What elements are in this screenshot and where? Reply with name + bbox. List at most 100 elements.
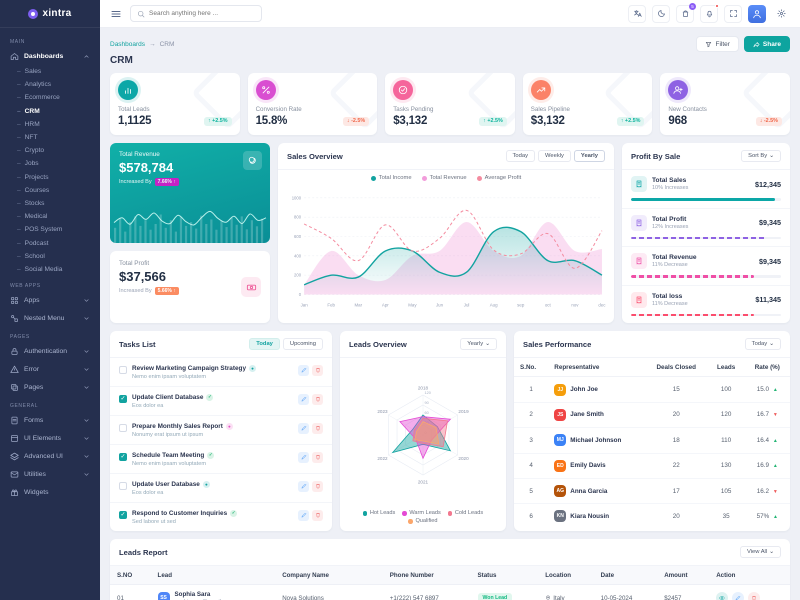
cart-badge: 5	[689, 2, 696, 10]
task-checkbox[interactable]: ✓	[119, 394, 127, 403]
breadcrumb-dashboards[interactable]: Dashboards	[110, 40, 146, 48]
sidebar-item-label: Nested Menu	[24, 314, 65, 322]
sidebar-item-social-media[interactable]: – Social Media	[0, 263, 100, 276]
edit-task-button[interactable]	[298, 393, 309, 405]
svg-text:sep: sep	[517, 303, 525, 308]
sidebar-item-pos-system[interactable]: – POS System	[0, 223, 100, 236]
edit-task-button[interactable]	[298, 422, 309, 434]
sidebar-item-crm[interactable]: – CRM	[0, 105, 100, 118]
view-all-dropdown[interactable]: View All ⌄	[739, 546, 781, 559]
sidebar-item-forms[interactable]: Forms	[0, 411, 100, 429]
task-checkbox[interactable]: ✓	[119, 452, 127, 461]
task-checkbox[interactable]: ✓	[119, 510, 127, 519]
tab-today[interactable]: Today	[249, 338, 280, 351]
sidebar-item-analytics[interactable]: – Analytics	[0, 78, 100, 91]
edit-task-button[interactable]	[298, 509, 309, 521]
sidebar-item-error[interactable]: Error	[0, 360, 100, 378]
tab-weekly[interactable]: Weekly	[538, 150, 571, 162]
tab-yearly[interactable]: Yearly	[573, 150, 605, 162]
sidebar-item-school[interactable]: – School	[0, 250, 100, 263]
cart-icon[interactable]: 5	[676, 2, 696, 23]
dark-mode-moon-icon[interactable]	[652, 4, 670, 23]
search-input[interactable]	[149, 10, 255, 17]
sidebar-item-stocks[interactable]: – Stocks	[0, 197, 100, 210]
fullscreen-icon[interactable]	[724, 4, 742, 23]
task-row: Prepare Monthly Sales Report ● Nonumy era…	[110, 416, 332, 446]
kpi-card-total-leads: Total Leads 1,1125 ↑ +2.5%	[110, 73, 240, 135]
sidebar-item-widgets[interactable]: Widgets	[0, 483, 100, 501]
sidebar-item-nft[interactable]: – NFT	[0, 131, 100, 144]
sidebar-item-nested-menu[interactable]: Nested Menu	[0, 309, 100, 327]
breadcrumb-separator: →	[149, 40, 156, 48]
delete-task-button[interactable]	[312, 509, 323, 521]
edit-task-button[interactable]	[298, 480, 309, 492]
delete-task-button[interactable]	[312, 364, 323, 376]
task-title: Update Client Database ✓	[132, 393, 214, 401]
dash-icon: –	[17, 68, 21, 76]
box-icon	[10, 434, 19, 443]
sidebar-item-advanced-ui[interactable]: Advanced UI	[0, 447, 100, 465]
sidebar-item-sales[interactable]: – Sales	[0, 65, 100, 78]
sidebar-item-pages[interactable]: Pages	[0, 378, 100, 396]
view-lead-button[interactable]	[716, 592, 729, 600]
edit-task-button[interactable]	[298, 364, 309, 376]
delete-task-button[interactable]	[312, 422, 323, 434]
sidebar-item-courses[interactable]: – Courses	[0, 184, 100, 197]
sort-by-dropdown[interactable]: Sort By ⌄	[741, 150, 781, 162]
settings-gear-icon[interactable]	[772, 4, 790, 23]
user-avatar[interactable]	[748, 4, 766, 23]
edit-task-button[interactable]	[298, 451, 309, 463]
legend-item: Average Profit	[476, 175, 521, 181]
tab-upcoming[interactable]: Upcoming	[282, 338, 323, 351]
sidebar-item-label: Error	[24, 365, 40, 373]
sidebar-subitem-label: Social Media	[24, 265, 63, 273]
sales-performance-dropdown[interactable]: Today ⌄	[744, 338, 781, 351]
delete-task-button[interactable]	[312, 480, 323, 492]
sidebar-subitem-label: NFT	[24, 134, 38, 142]
brand-logo[interactable]: xintra	[0, 0, 100, 28]
sidebar-item-jobs[interactable]: – Jobs	[0, 157, 100, 170]
cell-date: 10-05-2024	[593, 584, 658, 600]
dash-icon: –	[17, 199, 21, 207]
sidebar-item-utilities[interactable]: Utilities	[0, 465, 100, 483]
sidebar-nav: MAIN Dashboards – Sales – Analytics – Ecommerce…	[0, 28, 100, 600]
task-checkbox[interactable]	[119, 423, 127, 432]
sidebar-item-crypto[interactable]: – Crypto	[0, 144, 100, 157]
tab-today[interactable]: Today	[505, 150, 535, 162]
sidebar-item-medical[interactable]: – Medical	[0, 210, 100, 223]
receipt-icon	[631, 176, 647, 192]
leads-overview-dropdown[interactable]: Yearly ⌄	[460, 338, 497, 351]
sales-overview-card: Sales Overview Today Weekly Yearly Total I…	[278, 143, 614, 324]
share-button[interactable]: Share	[743, 36, 790, 52]
sidebar-item-hrm[interactable]: – HRM	[0, 118, 100, 131]
delete-task-button[interactable]	[312, 393, 323, 405]
edit-lead-button[interactable]	[732, 592, 745, 600]
svg-text:Jul: Jul	[464, 303, 470, 308]
file-icon	[10, 416, 19, 425]
sidebar-item-label: Utilities	[24, 470, 46, 478]
notifications-bell-icon[interactable]	[700, 4, 719, 23]
cell-representative: AG Anna Garcia	[548, 478, 645, 505]
kpi-value: 15.8%	[255, 115, 288, 127]
sidebar-item-authentication[interactable]: Authentication	[0, 342, 100, 360]
sidebar-item-podcast[interactable]: – Podcast	[0, 236, 100, 249]
sidebar-item-dashboards[interactable]: Dashboards	[0, 47, 100, 65]
cell-leads: 100	[707, 376, 745, 403]
language-icon[interactable]	[628, 4, 646, 23]
sidebar-item-projects[interactable]: – Projects	[0, 171, 100, 184]
task-checkbox[interactable]	[119, 365, 127, 374]
sidebar-item-ecommerce[interactable]: – Ecommerce	[0, 91, 100, 104]
kpi-delta-badge: ↓ -2.5%	[342, 116, 370, 126]
sidebar-item-label: Forms	[24, 416, 44, 424]
table-row: 5 AG Anna Garcia 17 105 16.2 ▼	[514, 478, 790, 505]
sidebar-item-ui-elements[interactable]: UI Elements	[0, 429, 100, 447]
column-header: S.NO	[110, 566, 151, 586]
delete-lead-button[interactable]	[748, 592, 761, 600]
delete-task-button[interactable]	[312, 451, 323, 463]
task-checkbox[interactable]	[119, 481, 127, 490]
hamburger-menu-icon[interactable]	[110, 8, 122, 20]
cash-icon	[241, 277, 261, 298]
filter-button[interactable]: Filter	[696, 36, 739, 52]
sidebar-item-apps[interactable]: Apps	[0, 291, 100, 309]
cell-no: 4	[514, 453, 549, 479]
